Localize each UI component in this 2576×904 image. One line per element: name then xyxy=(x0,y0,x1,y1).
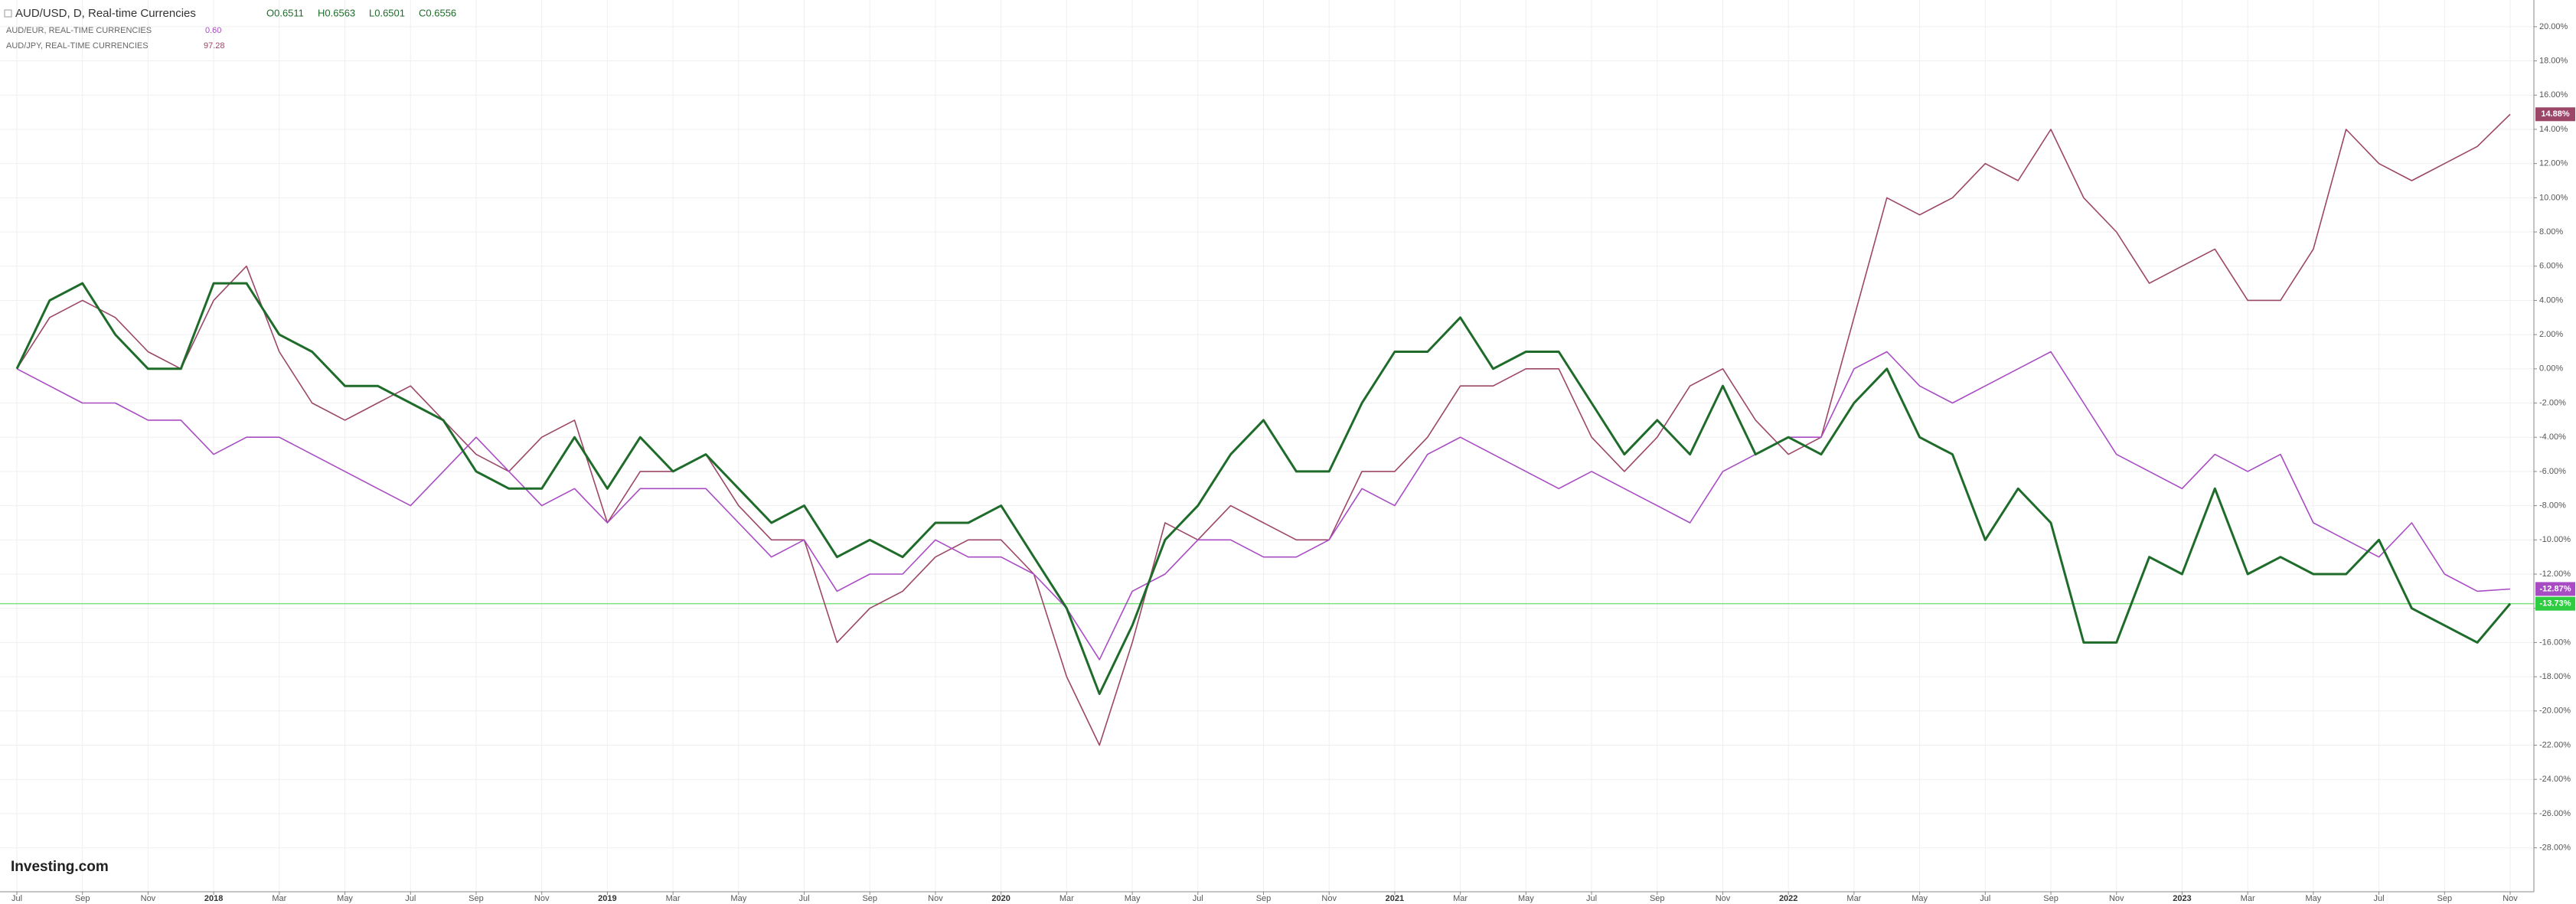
x-tick-label: Nov xyxy=(2109,894,2124,903)
grid xyxy=(0,0,2534,892)
x-tick-label: 2022 xyxy=(1779,894,1797,903)
y-tick-label: -16.00% xyxy=(2539,638,2571,647)
y-tick-label: 8.00% xyxy=(2539,227,2563,237)
x-tick-label: Jul xyxy=(1193,894,1203,903)
y-tick-label: 4.00% xyxy=(2539,295,2563,305)
x-tick-label: 2023 xyxy=(2173,894,2191,903)
x-tick-label: Nov xyxy=(928,894,943,903)
y-tick-label: 16.00% xyxy=(2539,90,2568,100)
x-tick-label: Nov xyxy=(2503,894,2518,903)
legend-series: AUD/EUR, REAL-TIME CURRENCIES xyxy=(6,26,152,35)
y-tick-label: 18.00% xyxy=(2539,56,2568,65)
x-tick-label: Mar xyxy=(1453,894,1468,903)
price-tag xyxy=(2535,582,2575,596)
y-tick-label: 2.00% xyxy=(2539,330,2563,339)
x-tick-label: May xyxy=(1518,894,1534,903)
ohlc: L0.6501 xyxy=(369,7,405,18)
x-tick-label: May xyxy=(2305,894,2321,903)
legend-value: 0.60 xyxy=(205,26,221,35)
y-tick-label: -24.00% xyxy=(2539,775,2571,784)
x-tick-label: May xyxy=(1912,894,1928,903)
x-tick-label: Mar xyxy=(1846,894,1861,903)
x-tick-label: Nov xyxy=(1716,894,1731,903)
y-tick-label: -18.00% xyxy=(2539,672,2571,681)
ohlc: C0.6556 xyxy=(419,7,456,18)
legend-value: 97.28 xyxy=(204,41,225,51)
legend-series: AUD/JPY, REAL-TIME CURRENCIES xyxy=(6,41,149,51)
y-tick-label: -6.00% xyxy=(2539,467,2566,476)
watermark: Investing.com xyxy=(11,859,109,875)
price-tag xyxy=(2535,596,2575,611)
series-line xyxy=(16,113,2511,746)
x-tick-label: Jul xyxy=(1980,894,1990,903)
x-tick-label: Mar xyxy=(2241,894,2255,903)
price-tag xyxy=(2535,107,2575,122)
y-tick-label: 14.00% xyxy=(2539,125,2568,134)
x-tick-label: Nov xyxy=(534,894,550,903)
y-tick-label: 12.00% xyxy=(2539,159,2568,168)
x-tick-label: Nov xyxy=(141,894,156,903)
y-tick-label: -22.00% xyxy=(2539,740,2571,749)
price-tag-label: -12.87% xyxy=(2540,584,2571,593)
x-tick-label: May xyxy=(337,894,353,903)
series-line xyxy=(15,282,2512,695)
axes: -28.00% -26.00% -24.00% -22.00% -20.00% -18.0… xyxy=(11,22,2575,903)
price-tag-label: 14.88% xyxy=(2541,109,2570,119)
ohlc: O0.6511 xyxy=(266,7,304,18)
y-tick-label: 10.00% xyxy=(2539,193,2568,202)
x-tick-label: 2020 xyxy=(991,894,1010,903)
x-tick-label: Mar xyxy=(272,894,286,903)
y-tick-label: 20.00% xyxy=(2539,22,2568,31)
x-tick-label: Jul xyxy=(1586,894,1597,903)
x-tick-label: Sep xyxy=(1650,894,1665,903)
x-tick-label: Jul xyxy=(2374,894,2385,903)
collapse-icon[interactable] xyxy=(4,9,12,18)
y-tick-label: 0.00% xyxy=(2539,364,2563,374)
y-tick-label: -4.00% xyxy=(2539,432,2566,442)
x-tick-label: Mar xyxy=(1059,894,1074,903)
x-tick-label: Sep xyxy=(469,894,484,903)
x-tick-label: Sep xyxy=(2437,894,2453,903)
x-tick-label: Jul xyxy=(798,894,809,903)
y-tick-label: -28.00% xyxy=(2539,844,2571,853)
x-tick-label: Sep xyxy=(1256,894,1272,903)
x-tick-label: Sep xyxy=(2043,894,2059,903)
x-tick-label: Jul xyxy=(405,894,416,903)
ohlc: H0.6563 xyxy=(318,7,355,18)
y-tick-label: -8.00% xyxy=(2539,501,2566,511)
x-tick-label: Jul xyxy=(11,894,22,903)
x-tick-label: Sep xyxy=(862,894,877,903)
y-tick-label: 6.00% xyxy=(2539,262,2563,271)
y-tick-label: -2.00% xyxy=(2539,398,2566,407)
legend-main: AUD/USD, D, Real-time Currencies xyxy=(15,7,196,20)
y-tick-label: -26.00% xyxy=(2539,809,2571,818)
x-tick-label: Sep xyxy=(75,894,90,903)
legend: AUD/USD, D, Real-time Currencies O0.6511… xyxy=(4,7,456,51)
x-tick-label: 2019 xyxy=(598,894,616,903)
x-tick-label: May xyxy=(730,894,746,903)
x-tick-label: 2021 xyxy=(1386,894,1404,903)
price-tag-label: -13.73% xyxy=(2540,599,2571,609)
y-tick-label: -10.00% xyxy=(2539,535,2571,544)
plot xyxy=(0,113,2534,746)
y-tick-label: -12.00% xyxy=(2539,569,2571,579)
x-tick-label: May xyxy=(1125,894,1141,903)
y-tick-label: -20.00% xyxy=(2539,707,2571,716)
x-tick-label: Nov xyxy=(1321,894,1337,903)
x-tick-label: 2018 xyxy=(204,894,223,903)
x-tick-label: Mar xyxy=(666,894,681,903)
series-line xyxy=(16,351,2511,661)
